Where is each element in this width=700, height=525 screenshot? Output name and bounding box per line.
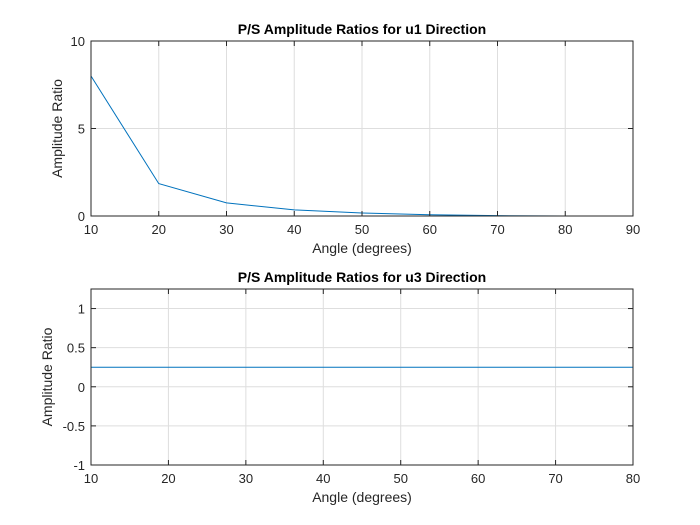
chart-title: P/S Amplitude Ratios for u1 Direction (238, 21, 486, 37)
x-tick-label: 70 (548, 471, 562, 486)
x-tick-label: 30 (239, 471, 253, 486)
x-tick-label: 90 (626, 222, 640, 237)
y-tick-label: 0.5 (67, 341, 85, 356)
chart-title: P/S Amplitude Ratios for u3 Direction (238, 269, 486, 285)
x-tick-label: 40 (287, 222, 301, 237)
y-tick-label: 5 (78, 122, 85, 137)
x-axis-label: Angle (degrees) (312, 240, 412, 256)
x-tick-label: 20 (152, 222, 166, 237)
y-tick-label: 10 (71, 34, 85, 49)
x-tick-label: 10 (84, 471, 98, 486)
axes-box (90, 288, 634, 466)
x-tick-label: 60 (423, 222, 437, 237)
u3-direction-subplot: P/S Amplitude Ratios for u3 Direction An… (39, 269, 640, 505)
x-tick-label: 40 (316, 471, 330, 486)
x-tick-label: 80 (626, 471, 640, 486)
y-axis-label: Amplitude Ratio (49, 79, 65, 178)
x-axis-label: Angle (degrees) (312, 489, 412, 505)
plot-area (91, 289, 633, 465)
y-tick-label: 0 (78, 380, 85, 395)
y-tick-label: -1 (73, 458, 85, 473)
y-tick-label: -0.5 (63, 419, 85, 434)
u1-direction-subplot: P/S Amplitude Ratios for u1 Direction An… (49, 21, 640, 256)
x-tick-label: 10 (84, 222, 98, 237)
y-tick-label: 1 (78, 302, 85, 317)
x-tick-label: 60 (471, 471, 485, 486)
y-axis-label: Amplitude Ratio (39, 327, 55, 426)
x-tick-label: 50 (393, 471, 407, 486)
y-tick-label: 0 (78, 209, 85, 224)
x-tick-label: 20 (161, 471, 175, 486)
x-tick-label: 80 (558, 222, 572, 237)
x-tick-label: 30 (219, 222, 233, 237)
x-tick-label: 50 (355, 222, 369, 237)
x-tick-label: 70 (490, 222, 504, 237)
